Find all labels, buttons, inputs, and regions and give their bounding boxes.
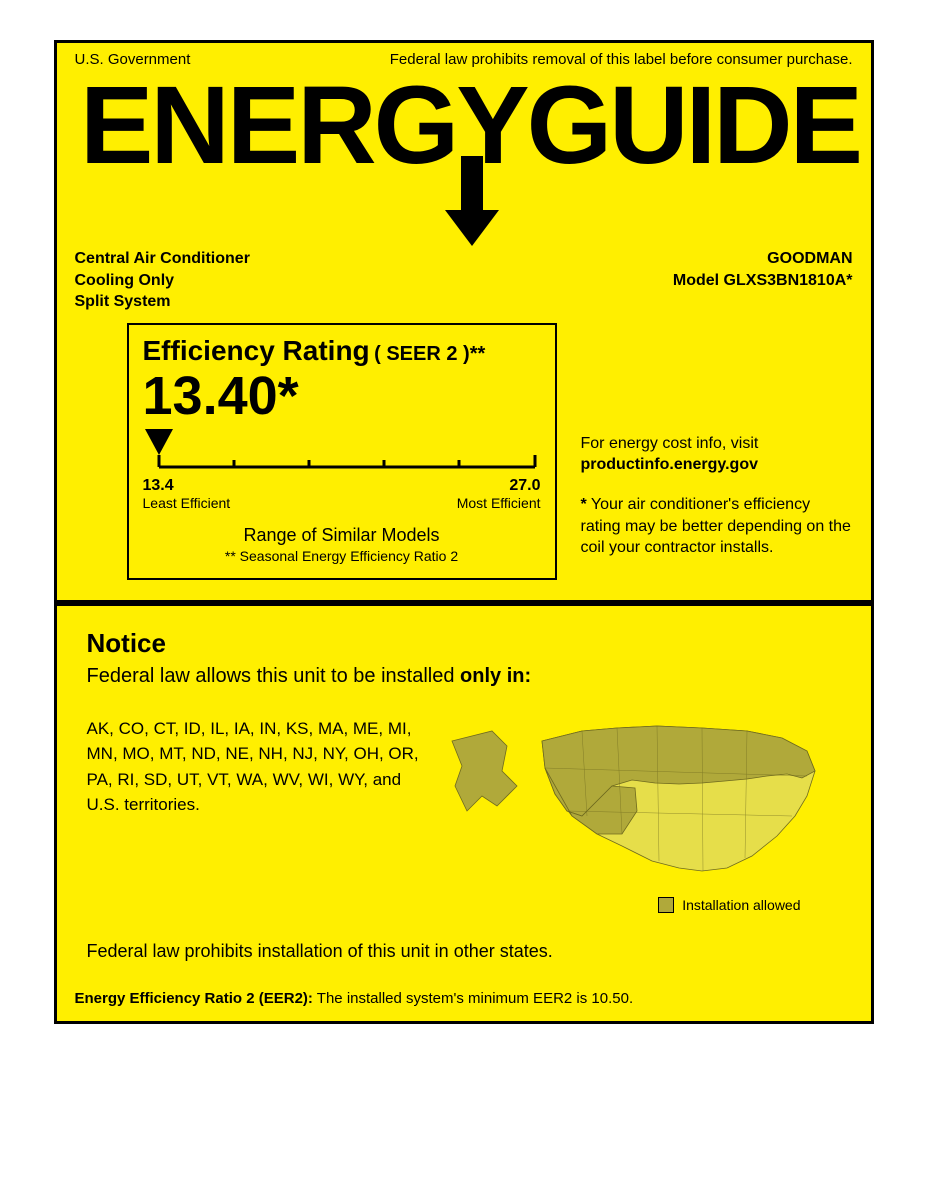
product-type-block: Central Air Conditioner Cooling Only Spl… [75,248,250,313]
scale-min-value: 13.4 [143,477,174,495]
notice-body: AK, CO, CT, ID, IL, IA, IN, KS, MA, ME, … [87,716,841,913]
notice-section: Notice Federal law allows this unit to b… [57,606,871,972]
notice-law-bold: only in: [460,665,531,687]
product-line-1: Central Air Conditioner [75,248,250,270]
map-legend: Installation allowed [447,897,841,913]
rating-metric: ( SEER 2 )** [374,343,485,365]
notice-law-line: Federal law allows this unit to be insta… [87,665,841,688]
side-info-column: For energy cost info, visit productinfo.… [581,323,853,580]
legend-text: Installation allowed [682,897,800,913]
arrow-shaft [461,156,483,214]
header-row: U.S. Government Federal law prohibits re… [57,43,871,68]
model-prefix: Model [673,272,724,289]
product-model-line: Model GLXS3BN1810A* [673,270,853,292]
range-caption: Range of Similar Models [143,525,541,546]
prohibit-line: Federal law prohibits installation of th… [87,941,841,962]
scale-pointer-icon [145,429,173,455]
efficiency-note: * Your air conditioner's efficiency rati… [581,494,853,559]
energyguide-logo: ENERGYGUIDE [75,68,865,248]
cost-info-line: For energy cost info, visit [581,433,853,455]
gov-text: U.S. Government [75,51,191,68]
range-footnote: ** Seasonal Energy Efficiency Ratio 2 [143,548,541,564]
product-model-block: GOODMAN Model GLXS3BN1810A* [673,248,853,313]
product-line-2: Cooling Only [75,270,250,292]
cost-info-url: productinfo.energy.gov [581,454,853,476]
product-line-3: Split System [75,291,250,313]
product-info-row: Central Air Conditioner Cooling Only Spl… [57,248,871,323]
logo-block: ENERGYGUIDE [57,68,871,248]
federal-notice-text: Federal law prohibits removal of this la… [390,51,853,68]
eer-footer: Energy Efficiency Ratio 2 (EER2): The in… [57,972,871,1021]
scale-graphic [143,427,543,475]
scale-max-value: 27.0 [509,477,540,495]
state-list: AK, CO, CT, ID, IL, IA, IN, KS, MA, ME, … [87,716,427,913]
scale-max-label: Most Efficient [457,495,541,511]
notice-law-prefix: Federal law allows this unit to be insta… [87,665,461,687]
efficiency-scale: 13.4 27.0 Least Efficient Most Efficient [143,427,541,511]
rating-title: Efficiency Rating [143,335,370,366]
model-number: GLXS3BN1810A* [724,272,853,289]
scale-label-row: Least Efficient Most Efficient [143,495,541,511]
arrow-head-icon [445,210,499,246]
scale-value-row: 13.4 27.0 [143,477,541,495]
efficiency-note-text: Your air conditioner's efficiency rating… [581,496,851,556]
scale-min-label: Least Efficient [143,495,231,511]
rating-value: 13.40* [143,369,541,423]
product-brand: GOODMAN [673,248,853,270]
eer-text: The installed system's minimum EER2 is 1… [313,990,633,1007]
efficiency-rating-box: Efficiency Rating ( SEER 2 )** 13.40* [127,323,557,580]
legend-swatch-icon [658,897,674,913]
us-map-icon [447,716,827,886]
rating-section: Efficiency Rating ( SEER 2 )** 13.40* [57,323,871,600]
rating-title-row: Efficiency Rating ( SEER 2 )** [143,335,541,367]
notice-heading: Notice [87,628,841,659]
eer-label: Energy Efficiency Ratio 2 (EER2): [75,990,313,1007]
map-column: Installation allowed [447,716,841,913]
energy-guide-label: U.S. Government Federal law prohibits re… [54,40,874,1024]
